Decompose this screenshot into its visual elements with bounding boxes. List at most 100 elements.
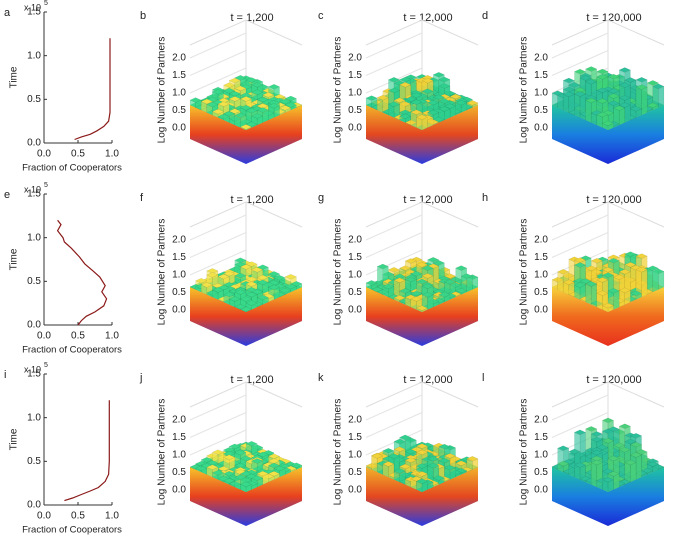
back-wall [551, 201, 665, 262]
box-right-face [246, 467, 302, 526]
column-top [630, 106, 642, 112]
column-top [256, 279, 269, 286]
box-left-face [552, 105, 608, 164]
panel-label: l [482, 372, 484, 384]
column-top [432, 260, 445, 266]
column-top [416, 278, 428, 285]
column-top [421, 88, 434, 94]
column-side [613, 290, 620, 310]
column-top [618, 287, 631, 293]
column-top [376, 263, 389, 270]
column-side [574, 93, 581, 118]
column-top [240, 306, 252, 312]
column-top [585, 79, 598, 85]
z-tick-label: 0.0 [534, 485, 548, 496]
column-side [630, 462, 637, 483]
column-top [624, 459, 637, 466]
column-top [234, 257, 247, 263]
column-top [393, 468, 406, 474]
back-wall [189, 19, 303, 80]
column-top [268, 84, 280, 90]
column-top [607, 455, 620, 462]
column-top [607, 93, 620, 99]
back-wall [365, 19, 479, 80]
z-gridline [551, 50, 609, 76]
column-top [432, 94, 445, 100]
column-top [212, 470, 224, 476]
y-axis-label: Time [9, 248, 20, 270]
box-left-face [190, 467, 246, 526]
z-gridline [551, 232, 609, 258]
cooperator-line [74, 38, 111, 141]
z-tick-label: 1.5 [534, 252, 548, 263]
y-axis-label: Time [9, 428, 20, 450]
y-tick-label: 1.5 [27, 189, 41, 200]
column-top [410, 109, 423, 115]
back-wall [189, 381, 303, 442]
panel-title: t = 1,200 [230, 194, 273, 206]
panel-label: j [139, 372, 142, 384]
column-top [240, 264, 252, 270]
column-top [596, 277, 609, 283]
z-tick-label: 0.5 [348, 105, 362, 116]
column-top [251, 267, 264, 273]
column-top [635, 266, 648, 273]
column-side [585, 100, 592, 123]
column-top [388, 101, 400, 107]
column-top [590, 436, 603, 443]
y-tick-label: 0.0 [27, 320, 41, 331]
column-top [268, 271, 280, 277]
back-wall [365, 201, 479, 262]
column-top [585, 97, 598, 104]
column-top [557, 460, 570, 467]
z-tick-label: 0.5 [534, 105, 548, 116]
column-top [410, 92, 423, 98]
panel: e x 10 5 Time Fraction of Cooperators 0.0 0.5 1… [4, 182, 122, 356]
column-top [607, 471, 620, 477]
z-tick-label: 0.0 [172, 123, 186, 134]
column-top [438, 83, 451, 89]
z-tick-label: 1.0 [172, 88, 186, 99]
column-top [590, 459, 603, 466]
x-tick-label: 0.0 [37, 331, 51, 342]
z-axis-label: Log Number of Partners [333, 37, 344, 144]
box-left-face [366, 105, 422, 164]
x-tick-label: 1.0 [105, 331, 119, 342]
z-tick-label: 1.5 [348, 252, 362, 263]
column-top [223, 82, 236, 88]
column-top [279, 287, 292, 294]
column-top [268, 458, 280, 464]
column-top [206, 268, 219, 274]
column-side [641, 86, 648, 116]
z-tick-label: 0.0 [348, 485, 362, 496]
column-top [212, 108, 224, 115]
column-top [234, 85, 247, 92]
column-top [262, 92, 275, 98]
y-tick-label: 0.0 [27, 138, 41, 149]
y-tick-label: 1.0 [27, 50, 41, 61]
column-top [399, 288, 412, 294]
column-top [557, 269, 570, 275]
column-side [619, 107, 625, 126]
z-gridline [189, 32, 247, 59]
column-top [635, 84, 648, 90]
column-top [630, 441, 642, 448]
column-side [635, 454, 642, 480]
back-wall [551, 19, 665, 80]
column-top [284, 283, 297, 290]
column-top [432, 475, 445, 481]
column-top [404, 457, 417, 463]
panel-label: b [140, 10, 146, 22]
column-top [602, 468, 614, 474]
box-right-face [422, 105, 478, 164]
column-top [217, 466, 230, 472]
column-top [602, 438, 614, 444]
column-side [557, 271, 564, 293]
x-tick-label: 0.5 [71, 511, 85, 522]
column-top [228, 296, 241, 302]
column-top [410, 99, 423, 105]
y-tick-label: 1.0 [27, 412, 41, 423]
column-top [652, 83, 665, 90]
x-axis-label: Fraction of Cooperators [22, 345, 122, 356]
panel-title: t = 12,000 [403, 374, 452, 386]
